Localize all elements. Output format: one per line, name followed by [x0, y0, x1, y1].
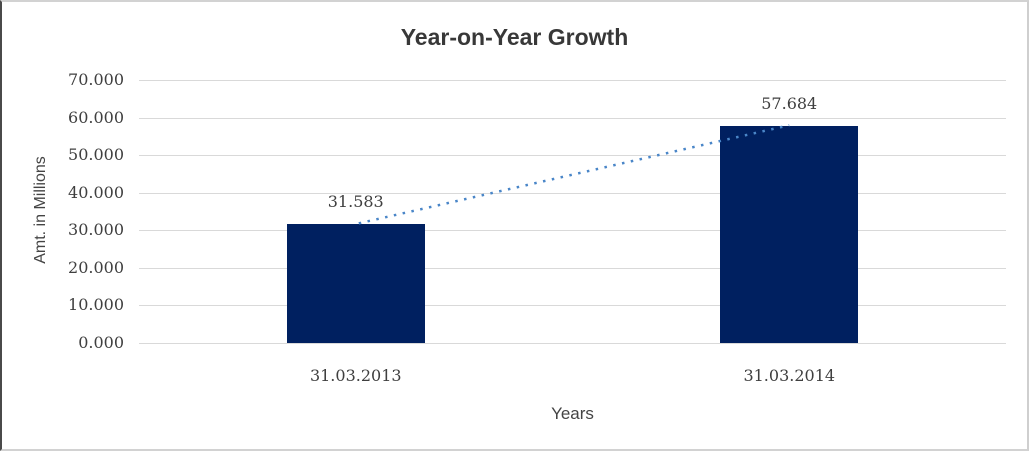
y-tick-label: 50.000 [68, 145, 124, 165]
trendline-segment[interactable] [358, 124, 790, 225]
x-axis-title: Years [551, 404, 594, 423]
gridline [139, 343, 1006, 344]
bar-31.03.2013[interactable] [286, 224, 425, 343]
gridline [139, 80, 1006, 81]
gridline [139, 305, 1006, 307]
trendline[interactable] [139, 80, 1006, 343]
y-tick-label: 20.000 [68, 257, 124, 277]
y-tick-label: 0.000 [78, 333, 124, 352]
bar-31.03.2014[interactable] [720, 126, 859, 343]
category-label: 31.03.2014 [743, 366, 836, 385]
gridline [139, 230, 1006, 232]
gridline [139, 267, 1006, 269]
chart-title: Year-on-Year Growth [400, 24, 629, 50]
y-tick-label: 10.000 [68, 295, 124, 315]
plot-area: 31.583 57.684 [139, 80, 1006, 344]
gridline [139, 192, 1006, 194]
y-tick-label: 70.000 [68, 70, 124, 89]
bar-value-label: 57.684 [761, 94, 818, 114]
y-tick-label: 60.000 [68, 107, 124, 127]
category-label: 31.03.2013 [309, 366, 402, 385]
y-tick-label: 30.000 [68, 220, 124, 240]
gridline [139, 117, 1006, 119]
y-axis-tick-labels: 70.000 60.000 50.000 40.000 30.000 20.000 10.0… [2, 2, 124, 449]
y-tick-label: 40.000 [68, 182, 124, 202]
bar-value-label: 31.583 [327, 192, 384, 212]
gridline [139, 155, 1006, 157]
